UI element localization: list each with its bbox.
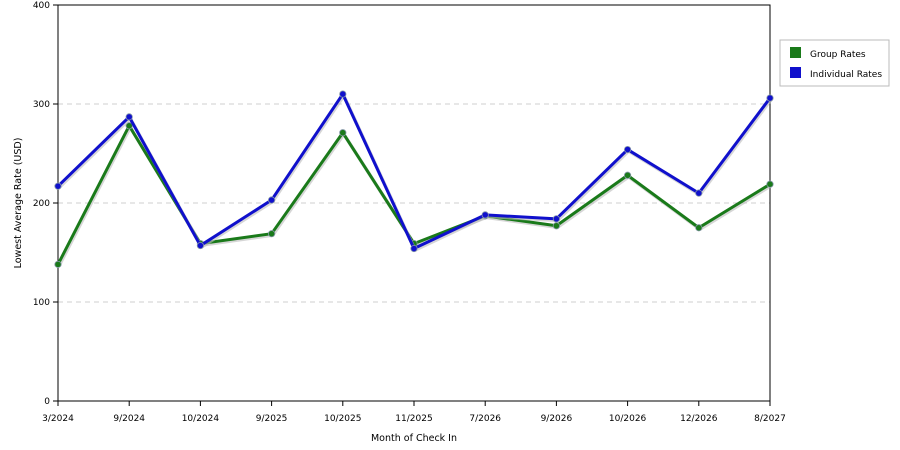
x-tick-label: 9/2025 xyxy=(256,414,288,424)
y-tick-label: 100 xyxy=(33,298,50,308)
data-point xyxy=(552,215,561,223)
x-tick-label: 7/2026 xyxy=(469,414,501,424)
data-point xyxy=(552,222,561,230)
x-tick-label: 10/2025 xyxy=(324,414,361,424)
y-tick-label: 200 xyxy=(33,199,50,209)
data-point xyxy=(623,145,632,154)
data-point xyxy=(267,196,276,204)
data-point xyxy=(54,182,62,190)
data-point xyxy=(410,244,418,253)
y-axis: 0 100 200 300 400 xyxy=(33,1,58,407)
x-tick-label: 3/2024 xyxy=(42,414,74,424)
data-point xyxy=(267,230,276,238)
legend: Group Rates Individual Rates xyxy=(779,39,890,87)
y-tick-label: 300 xyxy=(33,100,50,110)
series-layer xyxy=(54,90,774,268)
legend-label-individual: Individual Rates xyxy=(810,70,882,80)
x-tick-label: 10/2026 xyxy=(609,414,647,424)
data-point xyxy=(623,171,632,179)
x-tick-label: 9/2026 xyxy=(541,414,573,424)
data-point xyxy=(196,241,204,250)
x-axis: 3/2024 9/2024 10/2024 9/2025 10/2025 11/2025 7… xyxy=(42,401,786,424)
data-point xyxy=(339,90,347,98)
legend-label-group: Group Rates xyxy=(810,50,866,60)
data-point xyxy=(766,180,774,188)
data-point xyxy=(695,224,703,232)
y-tick-label: 0 xyxy=(44,397,50,407)
x-tick-label: 9/2024 xyxy=(113,414,145,424)
data-point xyxy=(339,129,347,137)
y-axis-title: Lowest Average Rate (USD) xyxy=(13,138,24,269)
series-individual-rates xyxy=(54,90,774,253)
data-point xyxy=(54,260,62,268)
y-tick-label: 400 xyxy=(33,1,50,11)
x-tick-label: 10/2024 xyxy=(182,414,220,424)
x-tick-label: 12/2026 xyxy=(680,414,718,424)
data-point xyxy=(766,94,774,102)
series-line xyxy=(56,92,772,251)
x-axis-title: Month of Check In xyxy=(371,433,457,444)
legend-swatch-group xyxy=(790,47,801,58)
x-tick-label: 8/2027 xyxy=(754,414,786,424)
data-point xyxy=(695,189,703,197)
data-point xyxy=(125,113,133,121)
data-point xyxy=(481,211,489,219)
x-tick-label: 11/2025 xyxy=(395,414,432,424)
legend-swatch-individual xyxy=(790,67,801,78)
